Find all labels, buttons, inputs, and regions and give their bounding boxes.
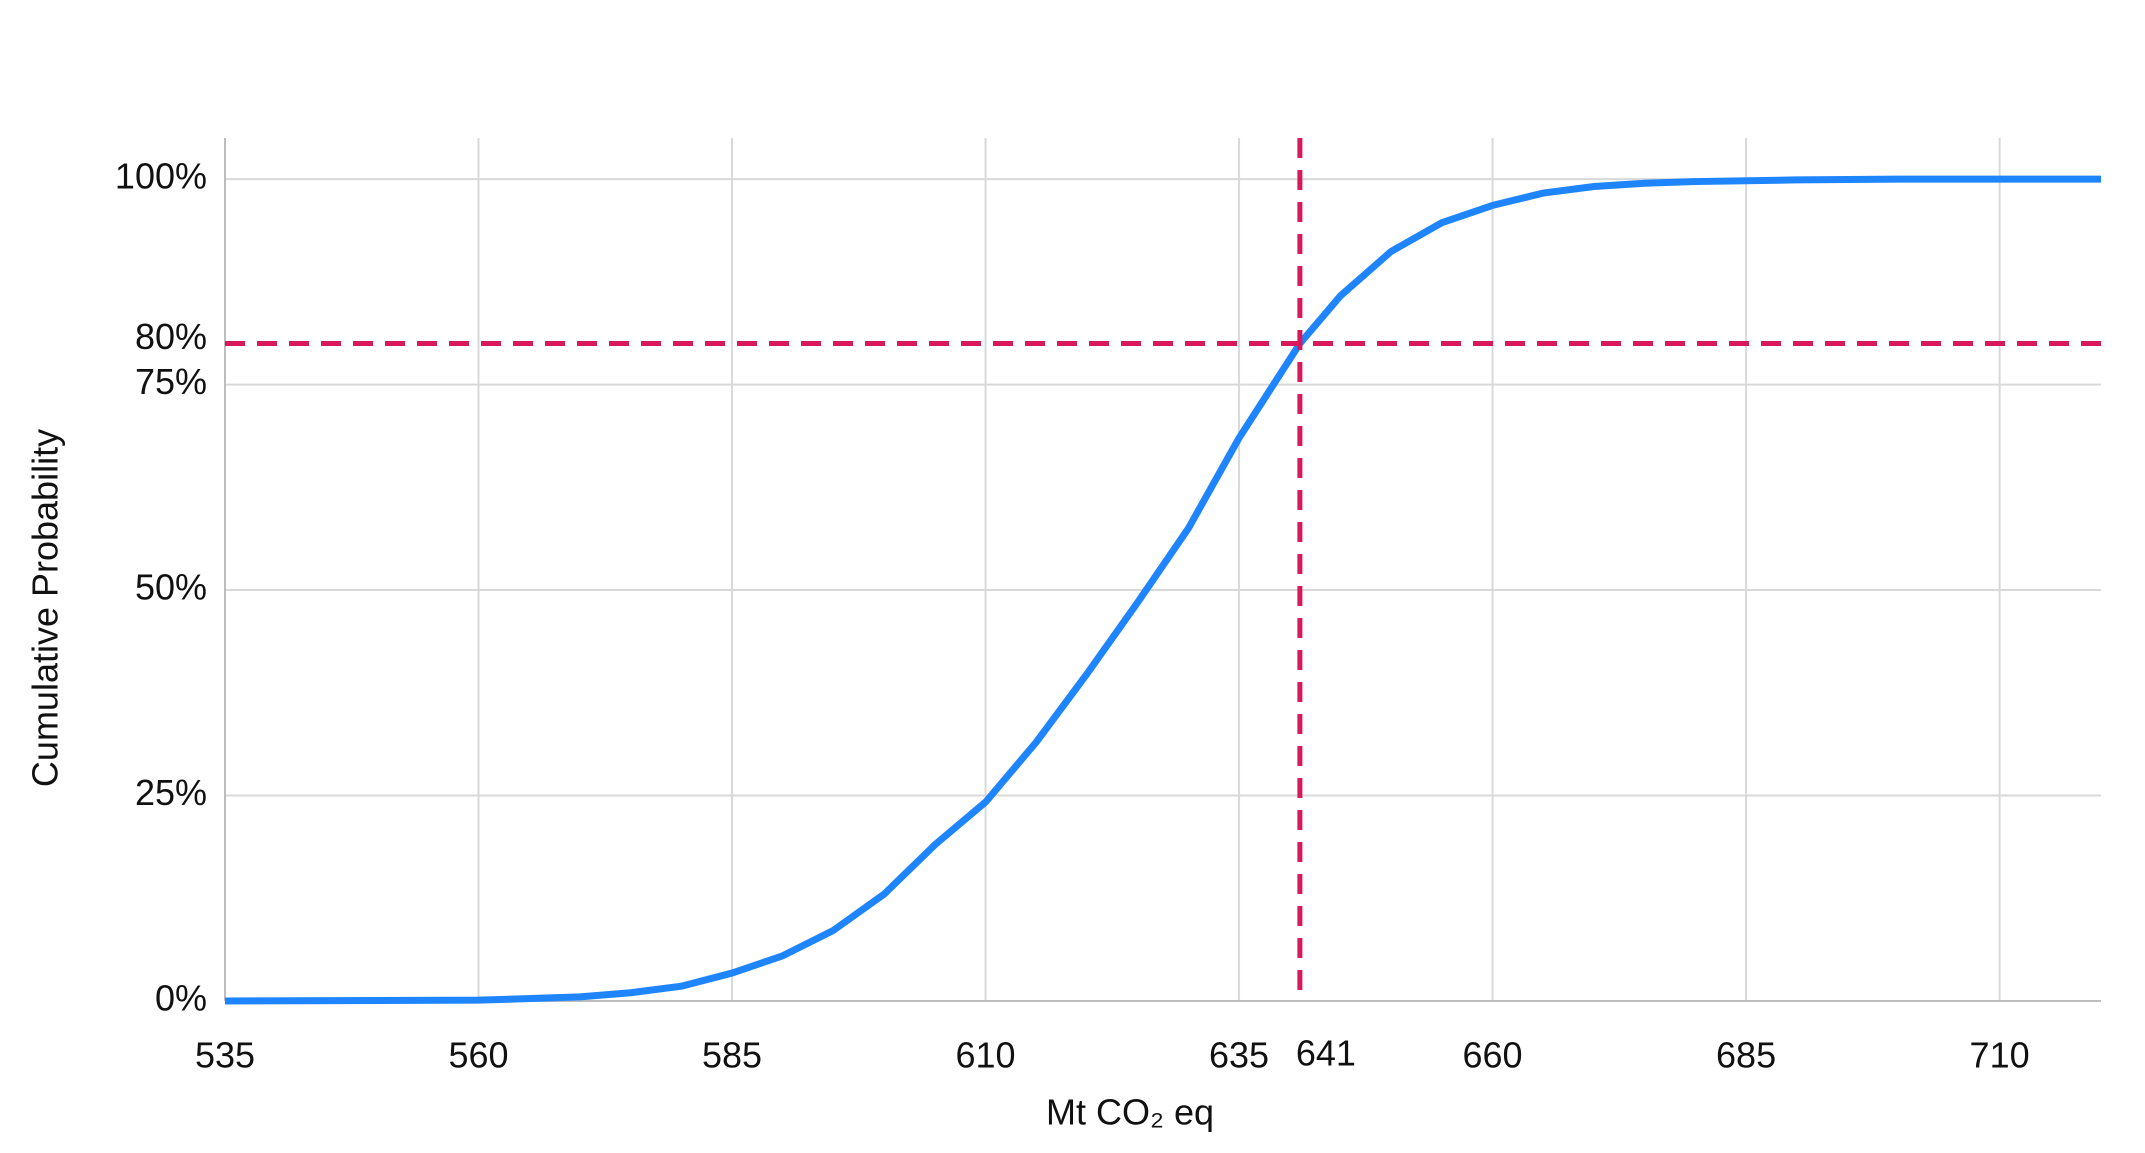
reference-y-label: 80% bbox=[135, 316, 207, 357]
x-tick-label: 635 bbox=[1209, 1035, 1269, 1076]
y-tick-label: 25% bbox=[135, 772, 207, 813]
x-tick-label: 685 bbox=[1716, 1035, 1776, 1076]
y-axis-title: Cumulative Probability bbox=[25, 429, 66, 787]
x-tick-label: 585 bbox=[702, 1035, 762, 1076]
x-tick-label: 535 bbox=[195, 1035, 255, 1076]
reference-x-label: 641 bbox=[1296, 1033, 1356, 1074]
x-tick-label: 710 bbox=[1970, 1035, 2030, 1076]
x-tick-label: 560 bbox=[448, 1035, 508, 1076]
y-tick-label: 100% bbox=[115, 156, 207, 197]
x-axis-title: Mt CO₂ eq bbox=[1046, 1092, 1214, 1133]
line bbox=[224, 175, 2101, 1005]
x-tick-label: 610 bbox=[956, 1035, 1016, 1076]
y-tick-label: 75% bbox=[135, 361, 207, 402]
y-tick-label: 0% bbox=[155, 978, 207, 1019]
y-tick-label: 50% bbox=[135, 567, 207, 608]
x-tick-label: 660 bbox=[1463, 1035, 1523, 1076]
